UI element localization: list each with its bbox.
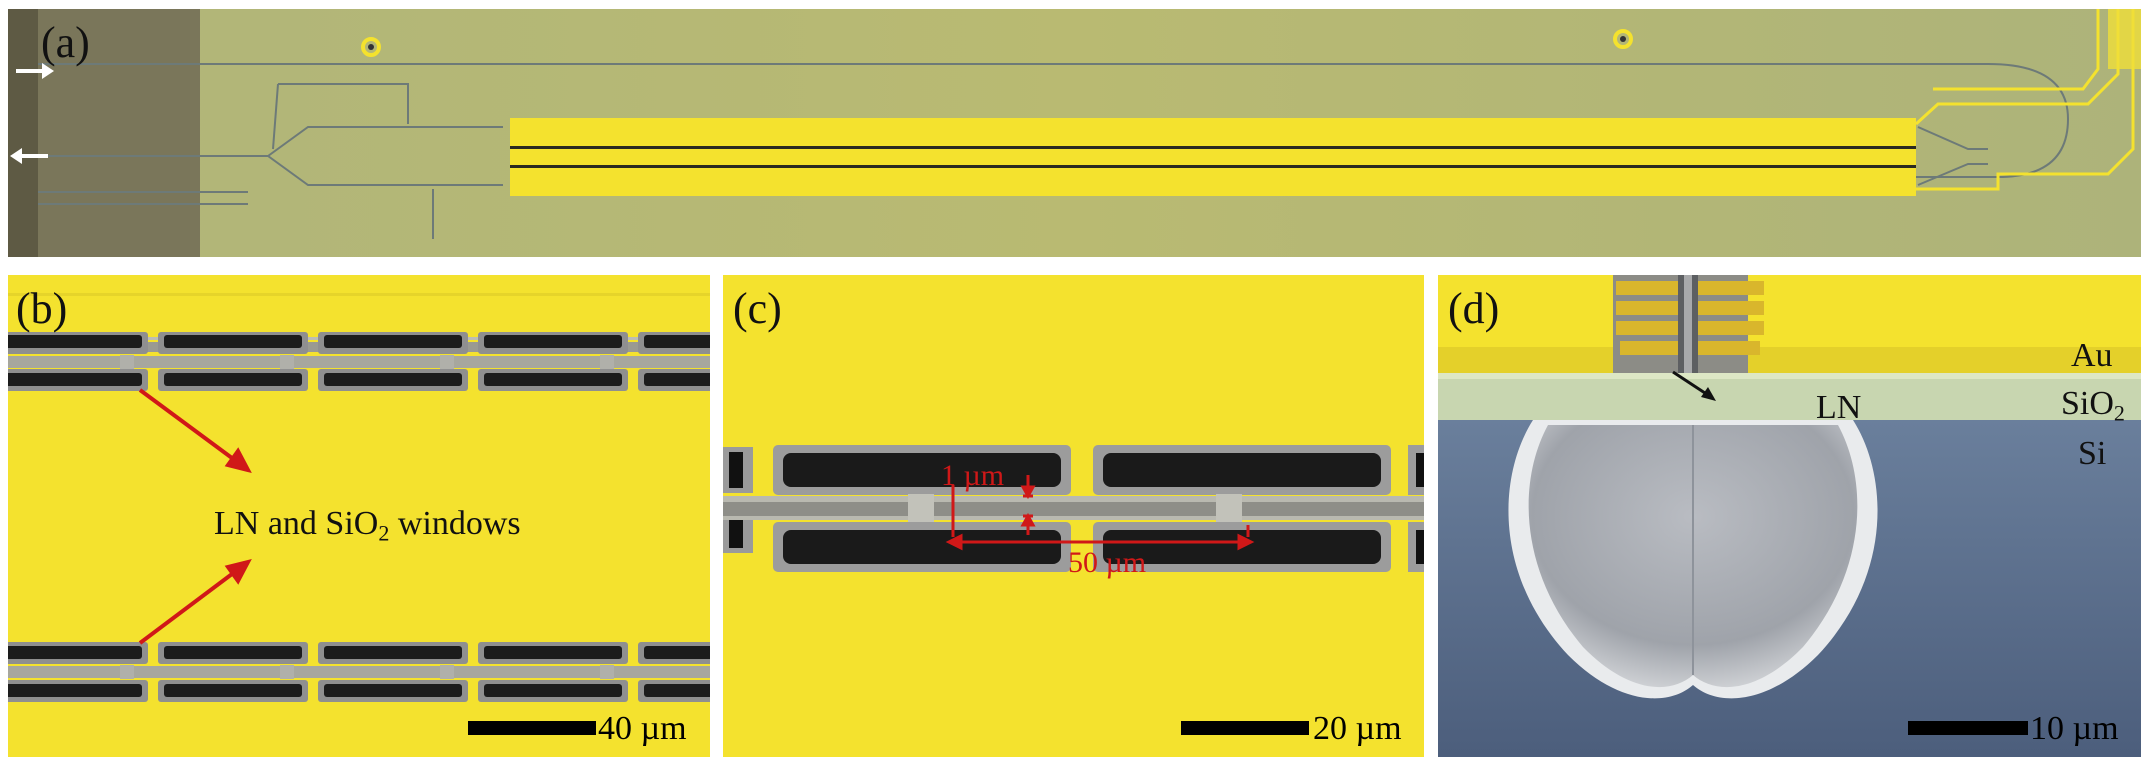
input-arrow-icon	[42, 63, 54, 79]
panel-c-sem-detail: (c) 1 µm 50 µm 20 µm	[723, 275, 1424, 757]
windows-annotation: LN and SiO2 windows	[214, 505, 521, 546]
panel-b-label: (b)	[16, 284, 68, 333]
panel-c-label: (c)	[733, 284, 782, 333]
period-dimension-label: 50 µm	[1068, 546, 1147, 579]
layer-label-si: Si	[2078, 435, 2107, 472]
gap-dimension-label: 1 µm	[941, 459, 1005, 492]
panel-b-image	[8, 275, 710, 757]
panel-d-image	[1438, 275, 2141, 757]
annotation-arrows	[138, 388, 252, 645]
layer-label-sio2: SiO2	[2061, 385, 2125, 426]
layer-label-au: Au	[2071, 337, 2113, 374]
panel-d-scale-label: 10 µm	[2030, 710, 2119, 747]
panel-c-scale-bar	[1181, 721, 1309, 735]
output-arrow-icon	[10, 148, 22, 164]
panel-a-optical-micrograph: (a)	[8, 9, 2141, 257]
panel-d-label: (d)	[1448, 284, 1500, 333]
panel-a-image	[8, 9, 2141, 257]
ln-pointer-arrow	[1672, 370, 1709, 397]
panel-c-scale-label: 20 µm	[1313, 710, 1402, 747]
panel-a-label: (a)	[41, 18, 90, 67]
panel-c-image	[723, 275, 1424, 757]
panel-d-scale-bar	[1908, 721, 2028, 735]
panel-b-scale-label: 40 µm	[598, 710, 687, 747]
layer-label-ln: LN	[1816, 389, 1862, 426]
panel-b-scale-bar	[468, 721, 596, 735]
panel-d-sem-cross-section: (d) Au SiO2 LN Si 10 µm	[1438, 275, 2141, 757]
dimension-markers	[945, 475, 1255, 551]
panel-b-sem-overview: (b) LN and SiO2 windows 40 µm	[8, 275, 710, 757]
